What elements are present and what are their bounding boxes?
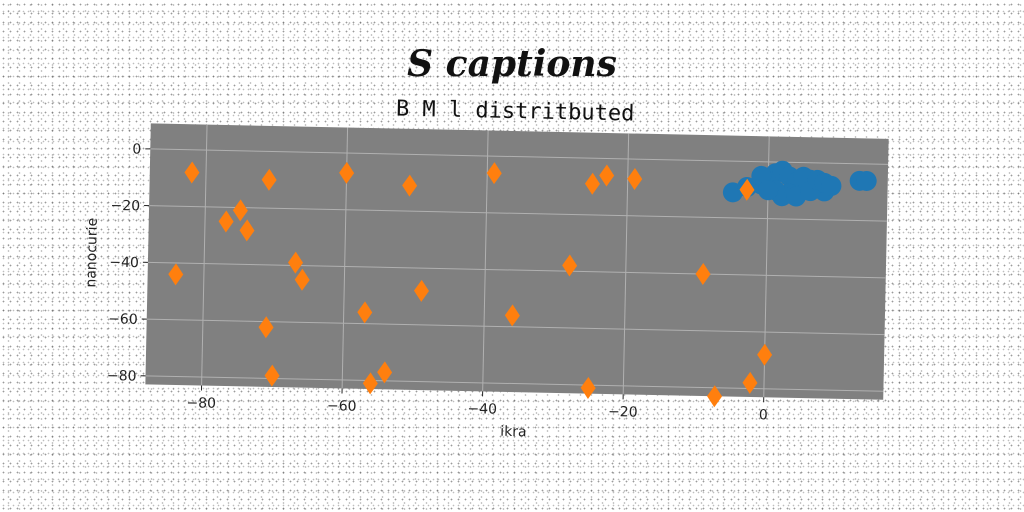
diamond-point xyxy=(739,178,755,201)
circle-point xyxy=(821,175,842,196)
data-points xyxy=(168,160,877,408)
x-tick-label: −80 xyxy=(186,395,216,412)
diamond-point xyxy=(218,210,234,233)
diamond-point xyxy=(288,251,304,274)
diamond-point xyxy=(580,376,596,399)
y-grid-line xyxy=(149,205,887,222)
circle-point xyxy=(856,170,877,191)
diamond-point xyxy=(627,167,643,190)
y-tick-label: −40 xyxy=(109,255,139,272)
diamond-point xyxy=(757,343,773,366)
diamond-point xyxy=(239,219,255,242)
diamond-point xyxy=(486,162,502,185)
diamond-point xyxy=(742,371,758,394)
x-tick-label: −20 xyxy=(608,404,638,421)
diamond-point xyxy=(339,161,355,184)
x-tick-label: 0 xyxy=(759,407,768,423)
diamond-point xyxy=(695,263,711,286)
axis-ticks: −80 −60 −40 −20 0 0 −20 −40 −60 −80 xyxy=(107,142,768,424)
x-axis-label: ikra xyxy=(500,424,527,441)
diamond-point xyxy=(261,168,277,191)
y-axis-label: nanocurie xyxy=(83,218,100,288)
circle-point xyxy=(758,180,779,201)
y-tick-label: 0 xyxy=(132,142,141,158)
diamond-point xyxy=(413,279,429,302)
diamond-point xyxy=(357,301,373,324)
diamond-point xyxy=(232,199,248,222)
diamond-point xyxy=(707,385,723,408)
y-grid-line xyxy=(150,148,889,165)
diamond-point xyxy=(562,254,578,277)
diamond-point xyxy=(504,304,520,327)
x-tick-label: −60 xyxy=(327,398,357,415)
diamond-point xyxy=(168,263,184,286)
diamond-point xyxy=(402,174,418,197)
diamond-point xyxy=(599,164,615,187)
y-tick-label: −80 xyxy=(107,368,137,385)
diamond-point xyxy=(584,172,600,195)
diamond-point xyxy=(264,364,280,387)
diamond-point xyxy=(184,161,200,184)
diamond-point xyxy=(377,361,393,384)
x-tick-label: −40 xyxy=(467,401,497,418)
x-grid-line xyxy=(482,130,489,392)
y-grid-line xyxy=(147,261,886,279)
x-grid-line xyxy=(201,124,208,386)
y-tick-label: −20 xyxy=(110,198,140,215)
diamond-point xyxy=(362,372,378,395)
diamond-point xyxy=(294,268,310,291)
y-tick-label: −60 xyxy=(108,311,138,328)
chart-title: S captions xyxy=(407,43,617,85)
x-grid-line xyxy=(622,133,630,395)
diamond-point xyxy=(258,316,274,339)
plot-area: B M l distritbuted −80 −60 −40 −20 00−20−40−… xyxy=(83,97,889,441)
chart-subtitle: B M l distritbuted xyxy=(396,97,635,127)
